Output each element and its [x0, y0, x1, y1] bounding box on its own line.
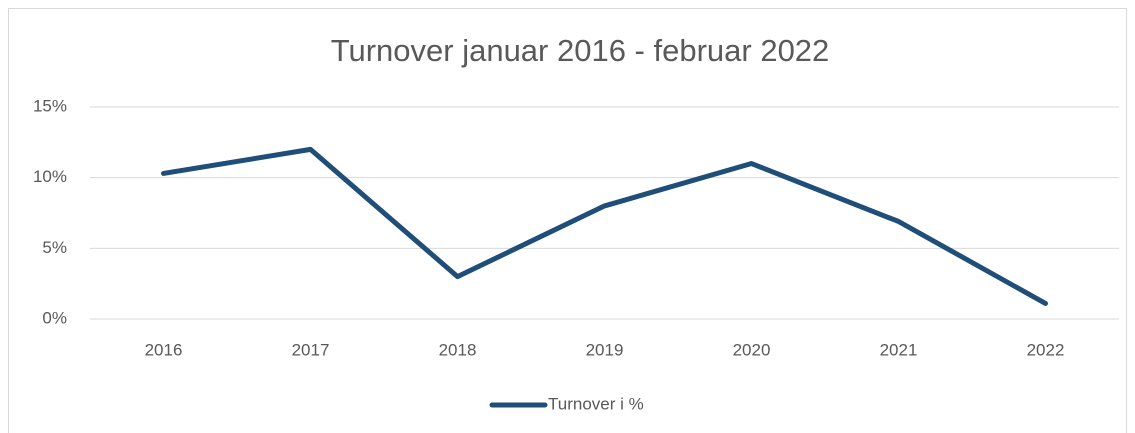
x-tick-label: 2021 [880, 340, 918, 359]
x-tick-label: 2020 [733, 340, 771, 359]
x-tick-label: 2018 [439, 340, 477, 359]
y-tick-label: 5% [42, 238, 67, 257]
y-tick-label: 15% [33, 96, 67, 115]
x-tick-label: 2022 [1027, 340, 1065, 359]
x-tick-label: 2017 [292, 340, 330, 359]
chart-border [8, 8, 1127, 433]
legend-label: Turnover i % [548, 394, 644, 413]
y-tick-label: 0% [42, 308, 67, 327]
y-tick-label: 10% [33, 167, 67, 186]
line-series [161, 146, 1048, 306]
chart-title: Turnover januar 2016 - februar 2022 [331, 33, 830, 68]
x-tick-label: 2019 [586, 340, 624, 359]
x-tick-label: 2016 [145, 340, 183, 359]
